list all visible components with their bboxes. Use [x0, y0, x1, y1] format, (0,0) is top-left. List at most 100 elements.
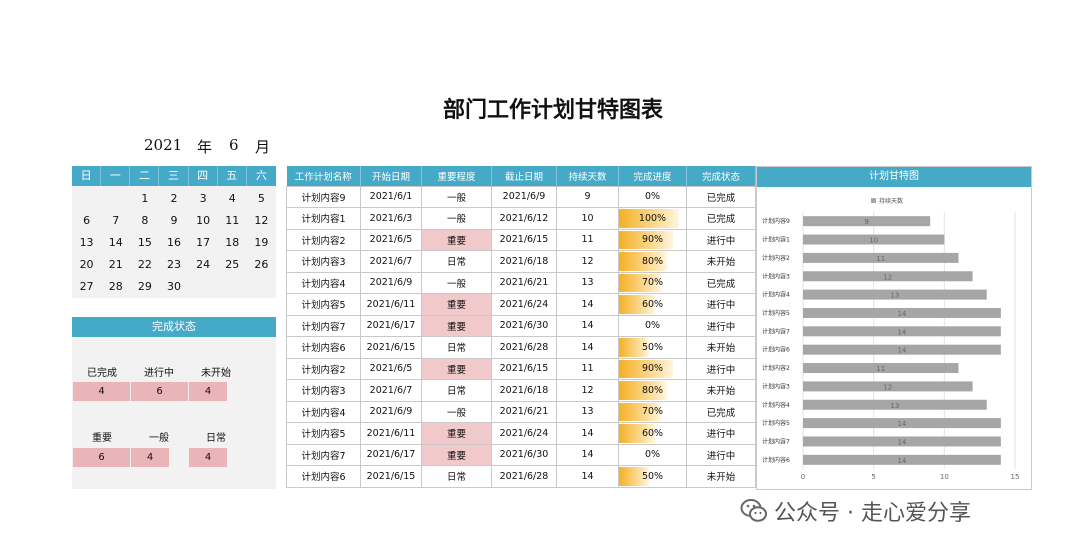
calendar-day [72, 188, 101, 210]
calendar-day: 11 [225, 214, 240, 227]
cell-importance: 日常 [421, 250, 492, 273]
bar-data-label: 11 [876, 365, 885, 373]
bar-data-label: 14 [897, 328, 906, 336]
weekday-label: 日 [72, 166, 102, 186]
progress-bar-fill [619, 252, 668, 271]
progress-text: 50% [641, 470, 664, 482]
cell-end: 2021/6/28 [491, 336, 557, 359]
category-label: 计划内容7 [762, 327, 790, 335]
category-label: 计划内容5 [762, 419, 790, 427]
progress-text: 70% [641, 277, 664, 289]
table-row: 计划内容1 2021/6/3 一般 2021/6/12 10 100% 已完成 [286, 207, 756, 230]
cell-progress: 70% [618, 271, 687, 294]
table-header-row: 工作计划名称 开始日期 重要程度 截止日期 持续天数 完成进度 完成状态 [286, 166, 756, 186]
progress-text: 90% [641, 234, 664, 246]
cell-progress: 90% [618, 228, 687, 251]
cell-start: 2021/6/3 [360, 207, 422, 230]
cell-end: 2021/6/18 [491, 379, 557, 402]
table-row: 计划内容5 2021/6/11 重要 2021/6/24 14 60% 进行中 [286, 293, 756, 316]
cell-progress: 0% [618, 443, 687, 466]
column-header-state: 完成状态 [686, 166, 756, 186]
status-count-notstarted: 4 [189, 382, 227, 401]
cell-name: 计划内容5 [286, 422, 361, 445]
category-label: 计划内容4 [762, 401, 790, 409]
bar-data-label: 12 [883, 273, 892, 281]
progress-bar-fill [619, 402, 662, 421]
cell-importance: 一般 [421, 207, 492, 230]
calendar-day: 27 [79, 280, 94, 293]
cell-importance: 重要 [421, 314, 492, 337]
cell-start: 2021/6/5 [360, 357, 422, 380]
calendar-day: 1 [141, 192, 149, 205]
category-label: 计划内容9 [762, 217, 790, 225]
cell-days: 13 [556, 271, 619, 294]
cell-importance: 重要 [421, 443, 492, 466]
gantt-bar [803, 381, 973, 392]
category-label: 计划内容4 [762, 291, 790, 299]
cell-name: 计划内容4 [286, 271, 361, 294]
calendar-day: 17 [196, 236, 211, 249]
calendar-day: 13 [79, 236, 94, 249]
table-row: 计划内容7 2021/6/17 重要 2021/6/30 14 0% 进行中 [286, 443, 756, 466]
table-row: 计划内容5 2021/6/11 重要 2021/6/24 14 60% 进行中 [286, 422, 756, 445]
progress-bar-fill [619, 359, 674, 378]
progress-bar-fill [619, 424, 656, 443]
cell-start: 2021/6/15 [360, 465, 422, 488]
watermark: 公众号 · 走心爱分享 [740, 495, 971, 527]
cell-name: 计划内容2 [286, 357, 361, 380]
cell-days: 14 [556, 465, 619, 488]
column-header-end: 截止日期 [491, 166, 557, 186]
progress-text: 100% [638, 212, 667, 224]
progress-text: 0% [644, 320, 661, 332]
table-row: 计划内容4 2021/6/9 一般 2021/6/21 13 70% 已完成 [286, 271, 756, 294]
calendar-day: 18 [225, 236, 240, 249]
cell-state: 进行中 [686, 443, 756, 466]
gantt-bar [803, 252, 959, 263]
column-header-importance: 重要程度 [421, 166, 492, 186]
gantt-chart: 计划甘特图 持续天数 9 计划内容9 10 计划内容1 11 计划内容2 12 计划内容3 13 计… [756, 166, 1032, 490]
calendar-day: 21 [108, 258, 123, 271]
cell-state: 进行中 [686, 357, 756, 380]
cell-state: 进行中 [686, 314, 756, 337]
progress-text: 80% [641, 384, 664, 396]
table-row: 计划内容2 2021/6/5 重要 2021/6/15 11 90% 进行中 [286, 357, 756, 380]
bar-data-label: 14 [897, 347, 906, 355]
importance-label-important: 重要 [92, 433, 112, 444]
year-unit: 年 [197, 138, 213, 156]
cell-days: 12 [556, 379, 619, 402]
x-tick-label: 10 [940, 473, 949, 481]
cell-name: 计划内容3 [286, 379, 361, 402]
x-tick-label: 0 [801, 473, 805, 481]
cell-importance: 一般 [421, 271, 492, 294]
x-tick-label: 15 [1011, 473, 1020, 481]
cell-progress: 0% [618, 185, 687, 208]
weekday-label: 三 [159, 166, 189, 186]
progress-text: 60% [641, 427, 664, 439]
category-label: 计划内容3 [762, 272, 790, 280]
gantt-header: 计划甘特图 [757, 167, 1031, 187]
table-row: 计划内容2 2021/6/5 重要 2021/6/15 11 90% 进行中 [286, 228, 756, 251]
table-row: 计划内容4 2021/6/9 一般 2021/6/21 13 70% 已完成 [286, 400, 756, 423]
gantt-bar [803, 399, 987, 410]
cell-name: 计划内容7 [286, 443, 361, 466]
column-header-start: 开始日期 [360, 166, 422, 186]
cell-progress: 80% [618, 250, 687, 273]
calendar-day: 9 [170, 214, 178, 227]
page-title: 部门工作计划甘特图表 [442, 97, 663, 123]
bar-data-label: 14 [897, 310, 906, 318]
column-header-name: 工作计划名称 [286, 166, 361, 186]
table-row: 计划内容7 2021/6/17 重要 2021/6/30 14 0% 进行中 [286, 314, 756, 337]
legend-label: 持续天数 [879, 197, 903, 205]
progress-text: 70% [641, 406, 664, 418]
cell-name: 计划内容4 [286, 400, 361, 423]
table-row: 计划内容3 2021/6/7 日常 2021/6/18 12 80% 未开始 [286, 250, 756, 273]
cell-end: 2021/6/15 [491, 357, 557, 380]
bar-data-label: 12 [883, 383, 892, 391]
calendar-weekday-header: 日一二三四五六 [72, 166, 276, 186]
cell-days: 14 [556, 336, 619, 359]
calendar-day [247, 276, 276, 298]
cell-days: 13 [556, 400, 619, 423]
gantt-plot: 持续天数 9 计划内容9 10 计划内容1 11 计划内容2 12 计划内容3 13 计划内容4 14… [762, 197, 1020, 481]
gantt-bar [803, 234, 945, 245]
cell-start: 2021/6/1 [360, 185, 422, 208]
